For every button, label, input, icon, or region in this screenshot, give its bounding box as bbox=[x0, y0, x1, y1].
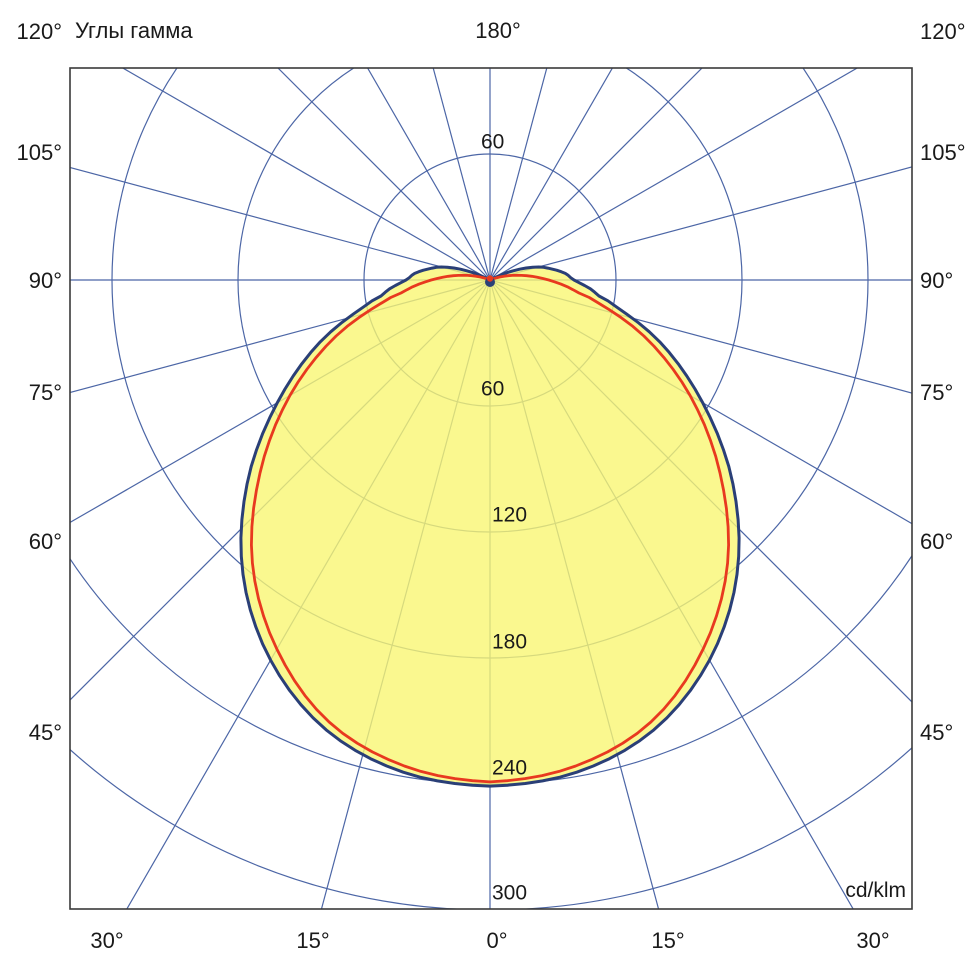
angle-label-bottom-15R: 15° bbox=[651, 928, 685, 953]
angle-label-right-45: 45° bbox=[920, 720, 954, 745]
unit-label: cd/klm bbox=[845, 879, 906, 902]
angle-label-left-90: 90° bbox=[28, 268, 62, 293]
radial-tick-120: 120 bbox=[492, 503, 528, 527]
angle-label-bottom-15L: 15° bbox=[296, 928, 330, 953]
angle-label-bottom-30R: 30° bbox=[856, 928, 890, 953]
angle-label-left-75: 75° bbox=[28, 380, 62, 405]
angle-label-left-45: 45° bbox=[28, 720, 62, 745]
plot-border bbox=[69, 67, 913, 910]
angle-label-top-180: 180° bbox=[475, 18, 521, 43]
chart-title: Углы гамма bbox=[75, 18, 193, 43]
angle-label-right-120: 120° bbox=[920, 19, 966, 44]
angle-label-left-120: 120° bbox=[16, 19, 62, 44]
radial-tick-60: 60 bbox=[481, 377, 505, 401]
radial-tick-300: 300 bbox=[492, 881, 528, 905]
radial-tick-180: 180 bbox=[492, 630, 528, 654]
angle-label-right-105: 105° bbox=[920, 140, 966, 165]
angle-label-right-90: 90° bbox=[920, 268, 954, 293]
angle-label-right-60: 60° bbox=[920, 529, 954, 554]
angle-label-left-105: 105° bbox=[16, 140, 62, 165]
angle-label-bottom-30L: 30° bbox=[90, 928, 124, 953]
intensity-curves bbox=[239, 265, 741, 788]
angle-label-right-75: 75° bbox=[920, 380, 954, 405]
angle-label-bottom-0: 0° bbox=[486, 928, 508, 953]
radial-tick-60-top: 60 bbox=[481, 130, 505, 154]
angle-label-left-60: 60° bbox=[28, 529, 62, 554]
radial-tick-240: 240 bbox=[492, 756, 528, 780]
